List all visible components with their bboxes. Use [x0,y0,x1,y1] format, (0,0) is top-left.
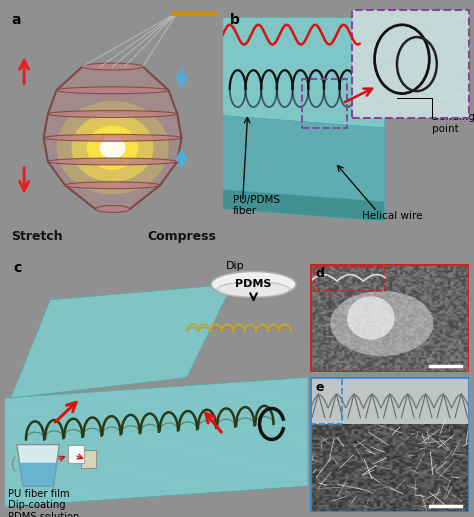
Text: PU/PDMS
fiber: PU/PDMS fiber [233,195,280,216]
Ellipse shape [95,206,130,212]
Text: PU fiber film
Dip-coating
PDMS solution: PU fiber film Dip-coating PDMS solution [9,489,80,517]
Ellipse shape [330,291,434,356]
Polygon shape [223,116,384,202]
Polygon shape [11,284,232,398]
Ellipse shape [72,113,154,182]
Ellipse shape [217,282,290,297]
Ellipse shape [87,126,138,170]
Ellipse shape [48,111,177,117]
Bar [310,377,342,424]
Ellipse shape [82,63,143,70]
Ellipse shape [347,296,395,340]
Polygon shape [223,18,384,128]
Polygon shape [17,445,59,486]
Text: Stretch: Stretch [11,231,63,244]
Bar [302,79,347,128]
Polygon shape [18,463,58,486]
Polygon shape [223,189,384,221]
Text: Helical wire: Helical wire [362,211,422,221]
Polygon shape [44,67,182,209]
Ellipse shape [211,271,296,297]
Bar [310,377,469,424]
FancyBboxPatch shape [352,10,469,118]
Text: d: d [315,267,324,280]
Bar [81,450,96,468]
Ellipse shape [100,136,126,159]
Bar [314,267,385,291]
Text: e: e [315,382,324,394]
Polygon shape [5,377,308,507]
Text: a: a [11,12,21,26]
Ellipse shape [48,158,177,165]
Text: Compress: Compress [147,231,216,244]
Bar [68,445,83,463]
Text: b: b [230,12,240,26]
Ellipse shape [44,134,182,141]
Text: PDMS: PDMS [235,279,272,290]
Text: c: c [14,261,22,275]
Ellipse shape [56,87,169,94]
Text: Bonding
point: Bonding point [432,112,474,134]
Ellipse shape [65,182,160,189]
Text: Dip: Dip [226,261,245,271]
Ellipse shape [56,101,169,194]
